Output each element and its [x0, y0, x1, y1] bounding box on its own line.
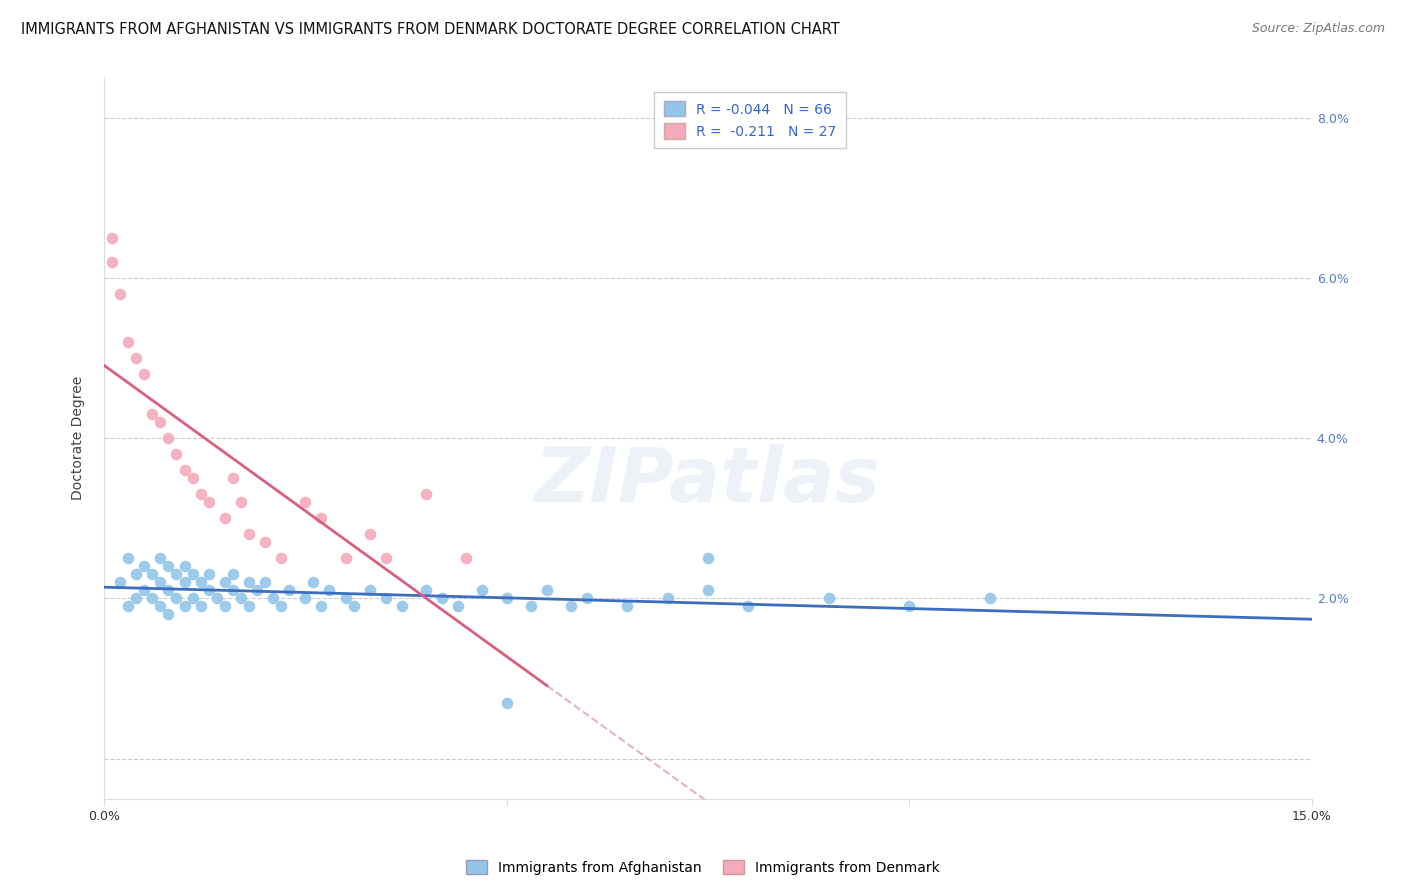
Point: [214, 575, 236, 590]
Point: [190, 487, 212, 501]
Point: [157, 431, 180, 445]
Point: [737, 599, 759, 614]
Point: [359, 583, 381, 598]
Point: [294, 495, 316, 509]
Point: [214, 599, 236, 614]
Point: [229, 591, 252, 606]
Point: [108, 575, 131, 590]
Point: [222, 583, 245, 598]
Point: [166, 591, 188, 606]
Text: IMMIGRANTS FROM AFGHANISTAN VS IMMIGRANTS FROM DENMARK DOCTORATE DEGREE CORRELAT: IMMIGRANTS FROM AFGHANISTAN VS IMMIGRANT…: [21, 22, 839, 37]
Point: [125, 351, 148, 365]
Point: [616, 599, 638, 614]
Point: [181, 471, 204, 485]
Point: [657, 591, 679, 606]
Point: [343, 599, 366, 614]
Point: [447, 599, 470, 614]
Point: [157, 607, 180, 622]
Point: [166, 567, 188, 582]
Point: [520, 599, 543, 614]
Point: [197, 583, 219, 598]
Point: [149, 575, 172, 590]
Point: [415, 583, 437, 598]
Legend: Immigrants from Afghanistan, Immigrants from Denmark: Immigrants from Afghanistan, Immigrants …: [461, 855, 945, 880]
Point: [222, 567, 245, 582]
Point: [335, 591, 357, 606]
Point: [270, 551, 292, 566]
Point: [134, 559, 156, 574]
Point: [270, 599, 292, 614]
Point: [302, 575, 325, 590]
Point: [157, 559, 180, 574]
Point: [495, 696, 517, 710]
Point: [817, 591, 839, 606]
Point: [576, 591, 599, 606]
Point: [141, 567, 163, 582]
Point: [149, 551, 172, 566]
Point: [254, 535, 277, 549]
Point: [173, 575, 195, 590]
Point: [117, 334, 139, 349]
Point: [246, 583, 269, 598]
Point: [311, 599, 333, 614]
Point: [141, 407, 163, 421]
Point: [415, 487, 437, 501]
Point: [238, 599, 260, 614]
Point: [214, 511, 236, 525]
Point: [197, 567, 219, 582]
Point: [134, 583, 156, 598]
Point: [262, 591, 284, 606]
Point: [432, 591, 454, 606]
Point: [157, 583, 180, 598]
Point: [536, 583, 558, 598]
Text: Source: ZipAtlas.com: Source: ZipAtlas.com: [1251, 22, 1385, 36]
Point: [149, 599, 172, 614]
Point: [117, 599, 139, 614]
Point: [117, 551, 139, 566]
Point: [391, 599, 413, 614]
Point: [190, 599, 212, 614]
Point: [101, 254, 124, 268]
Point: [205, 591, 228, 606]
Point: [495, 591, 517, 606]
Point: [229, 495, 252, 509]
Point: [697, 583, 720, 598]
Point: [134, 367, 156, 381]
Y-axis label: Doctorate Degree: Doctorate Degree: [72, 376, 86, 500]
Point: [125, 591, 148, 606]
Point: [359, 527, 381, 541]
Point: [149, 415, 172, 429]
Point: [190, 575, 212, 590]
Point: [311, 511, 333, 525]
Point: [560, 599, 582, 614]
Point: [173, 463, 195, 477]
Point: [181, 591, 204, 606]
Point: [374, 591, 396, 606]
Point: [898, 599, 921, 614]
Point: [125, 567, 148, 582]
Point: [173, 559, 195, 574]
Point: [173, 599, 195, 614]
Point: [335, 551, 357, 566]
Point: [108, 286, 131, 301]
Point: [238, 575, 260, 590]
Text: ZIPatlas: ZIPatlas: [534, 444, 882, 518]
Point: [278, 583, 301, 598]
Point: [374, 551, 396, 566]
Point: [181, 567, 204, 582]
Point: [456, 551, 478, 566]
Point: [101, 230, 124, 244]
Point: [197, 495, 219, 509]
Legend: R = -0.044   N = 66, R =  -0.211   N = 27: R = -0.044 N = 66, R = -0.211 N = 27: [654, 92, 846, 148]
Point: [471, 583, 494, 598]
Point: [222, 471, 245, 485]
Point: [141, 591, 163, 606]
Point: [979, 591, 1001, 606]
Point: [254, 575, 277, 590]
Point: [318, 583, 340, 598]
Point: [697, 551, 720, 566]
Point: [238, 527, 260, 541]
Point: [166, 447, 188, 461]
Point: [294, 591, 316, 606]
